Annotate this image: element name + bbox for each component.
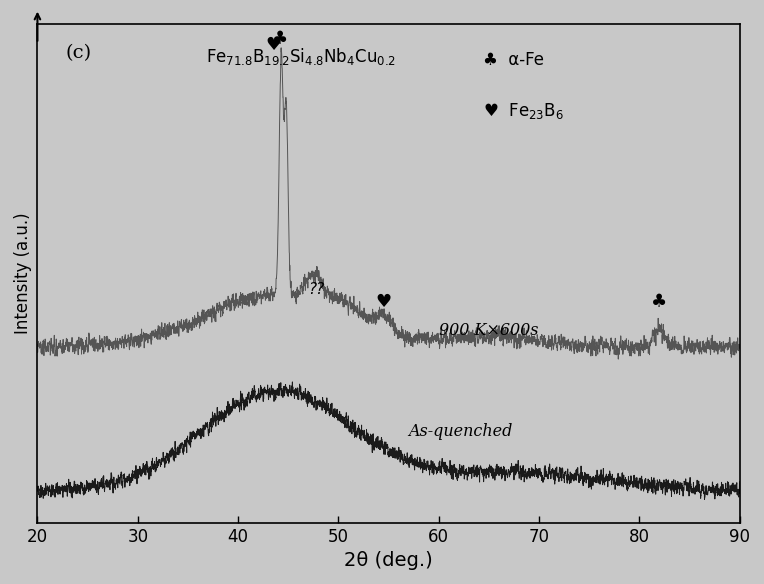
Text: ??: ?? <box>308 282 325 297</box>
Y-axis label: Intensity (a.u.): Intensity (a.u.) <box>14 213 32 334</box>
Text: ♣  α-Fe: ♣ α-Fe <box>484 51 544 69</box>
Text: ♣: ♣ <box>272 31 288 48</box>
Text: Fe$_{71.8}$B$_{19.2}$Si$_{4.8}$Nb$_{4}$Cu$_{0.2}$: Fe$_{71.8}$B$_{19.2}$Si$_{4.8}$Nb$_{4}$C… <box>206 46 396 67</box>
Text: ♣: ♣ <box>651 293 668 311</box>
Text: (c): (c) <box>66 44 92 62</box>
Text: As-quenched: As-quenched <box>409 423 513 440</box>
Text: ♥  Fe$_{23}$B$_{6}$: ♥ Fe$_{23}$B$_{6}$ <box>484 101 565 121</box>
Text: 900 K×600s: 900 K×600s <box>439 322 538 339</box>
Text: ♥: ♥ <box>375 293 392 311</box>
X-axis label: 2θ (deg.): 2θ (deg.) <box>344 551 433 570</box>
Text: ♥: ♥ <box>265 36 281 54</box>
